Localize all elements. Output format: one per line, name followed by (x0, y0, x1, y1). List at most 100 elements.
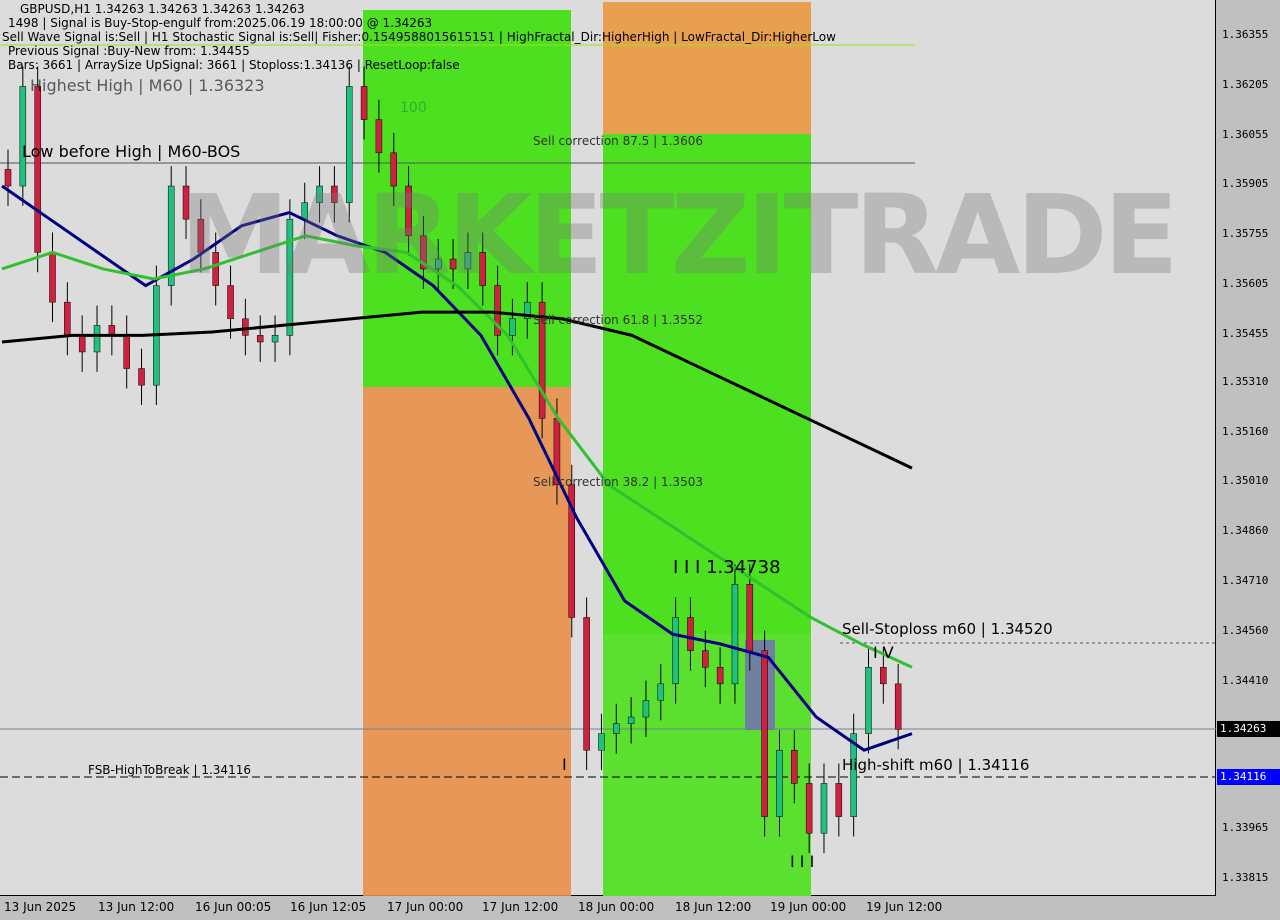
x-tick-label: 16 Jun 00:05 (195, 900, 272, 914)
candle-body (123, 335, 130, 369)
candle-body (227, 285, 234, 320)
green-zone-1 (363, 10, 571, 387)
bos-label: Low before High | M60-BOS (22, 142, 241, 161)
candle-body (78, 335, 86, 353)
candle-body (598, 733, 605, 751)
high-shift-label: High-shift m60 | 1.34116 (842, 756, 1030, 774)
sell-stoploss-label: Sell-Stoploss m60 | 1.34520 (842, 620, 1053, 638)
y-tick-label: 1.34710 (1222, 573, 1269, 587)
x-tick-label: 13 Jun 2025 (4, 900, 77, 914)
candle-body (242, 318, 249, 336)
y-tick-label: 1.36355 (1222, 28, 1269, 41)
ma-fast-line (1, 184, 913, 752)
x-tick-label: 16 Jun 12:05 (290, 900, 367, 914)
candle-body (375, 119, 383, 154)
bars-info: Bars: 3661 | ArraySize UpSignal: 3661 | … (8, 58, 460, 72)
candle-body (835, 783, 843, 817)
y-tick-label: 1.36055 (1222, 127, 1269, 141)
y-tick-label: 1.34560 (1222, 623, 1269, 637)
ma-slow-line (1, 310, 913, 470)
chart-svg (0, 2, 1216, 896)
candle-body (657, 683, 665, 701)
candle-body (286, 218, 294, 336)
iv-label: I V (873, 643, 894, 662)
y-tick-label: 1.35905 (1222, 177, 1269, 191)
candle-body (331, 185, 338, 203)
candle-body (19, 86, 27, 187)
y-tick-label: 1.36205 (1222, 77, 1269, 91)
candle-body (509, 318, 516, 336)
x-tick-label: 13 Jun 12:00 (98, 900, 175, 914)
current-price-tag: 1.34263 (1217, 721, 1280, 737)
x-tick-label: 17 Jun 00:00 (387, 900, 464, 914)
candle-body (360, 86, 368, 120)
watermark: MARKETZITRADE (180, 171, 1179, 299)
candle-body (791, 749, 798, 784)
candle-body (583, 617, 590, 751)
y-tick-label: 1.35310 (1222, 374, 1269, 388)
candle-body (716, 667, 724, 685)
y-tick-label: 1.35160 (1222, 424, 1269, 438)
y-tick-label: 1.35010 (1222, 474, 1269, 488)
candle-body (405, 185, 412, 237)
candle-body (850, 733, 857, 817)
candle-body (494, 285, 501, 336)
candle-body (449, 258, 457, 270)
candle-body (776, 749, 783, 817)
candle-body (182, 185, 190, 220)
y-tick-label: 1.33815 (1222, 871, 1269, 884)
candle-body (702, 650, 709, 668)
candle-body (138, 368, 145, 386)
sell-correction-618: Sell correction 61.8 | 1.3552 (533, 313, 703, 327)
candle-body (687, 617, 694, 651)
candle-body (880, 667, 887, 685)
candle-body (761, 650, 768, 817)
sell-correction-875: Sell correction 87.5 | 1.3606 (533, 134, 703, 148)
candle-body (731, 584, 739, 685)
candle-body (420, 235, 427, 270)
candle-body (865, 667, 872, 734)
candle-body (256, 335, 264, 343)
candle-body (464, 252, 472, 270)
candle-body (805, 783, 813, 834)
candle-body (820, 783, 828, 834)
wave-info: Sell Wave Signal is:Sell | H1 Stochastic… (2, 30, 836, 44)
orange-zone-2 (603, 2, 811, 134)
candle-body (64, 301, 71, 336)
candle-body (642, 700, 650, 718)
candle-body (613, 723, 620, 734)
x-tick-label: 19 Jun 00:00 (770, 900, 847, 914)
x-tick-label: 19 Jun 12:00 (866, 900, 943, 914)
y-tick-label: 1.35755 (1222, 227, 1269, 241)
candle-body (212, 252, 219, 286)
candle-body (93, 325, 101, 353)
candle-body (390, 152, 397, 187)
candle-body (568, 484, 576, 618)
x-tick-label: 18 Jun 00:00 (578, 900, 655, 914)
y-tick-label: 1.34860 (1222, 524, 1269, 538)
candle-body (49, 252, 56, 303)
fsb-label: FSB-HighToBreak | 1.34116 (88, 763, 251, 777)
wave-iii-label: I I I (790, 852, 815, 871)
highest-high-label: Highest High | M60 | 1.36323 (30, 76, 265, 95)
candle-body (271, 335, 279, 343)
wave-label: I I I 1.34738 (673, 557, 781, 578)
candle-body (672, 617, 679, 685)
candle-body (746, 584, 754, 651)
level-price-tag: 1.34116 (1217, 769, 1280, 785)
candle-body (167, 185, 175, 286)
candle-body (34, 86, 41, 253)
candle-body (4, 169, 12, 187)
y-tick-label: 1.35455 (1222, 326, 1269, 340)
y-tick-label: 1.35605 (1222, 276, 1269, 290)
candle-body (627, 716, 635, 724)
candle-body (894, 683, 902, 730)
x-tick-label: 18 Jun 12:00 (675, 900, 752, 914)
candle-body (316, 185, 323, 203)
sell-correction-382: Sell correction 38.2 | 1.3503 (533, 475, 703, 489)
x-tick-label: 17 Jun 12:00 (482, 900, 559, 914)
signal-info: 1498 | Signal is Buy-Stop-engulf from:20… (8, 16, 433, 30)
candle-body (479, 252, 487, 286)
y-tick-label: 1.34410 (1222, 673, 1269, 687)
